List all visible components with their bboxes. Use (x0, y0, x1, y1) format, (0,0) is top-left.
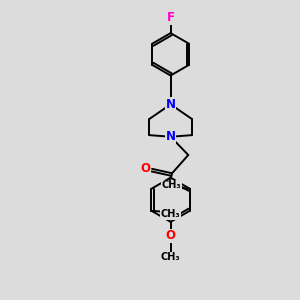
Text: O: O (141, 162, 151, 175)
Text: F: F (167, 11, 175, 24)
Text: CH₃: CH₃ (161, 252, 180, 262)
Text: N: N (166, 98, 176, 111)
Text: CH₃: CH₃ (160, 209, 180, 219)
Text: N: N (166, 130, 176, 143)
Text: O: O (166, 230, 176, 242)
Text: CH₃: CH₃ (162, 180, 181, 190)
